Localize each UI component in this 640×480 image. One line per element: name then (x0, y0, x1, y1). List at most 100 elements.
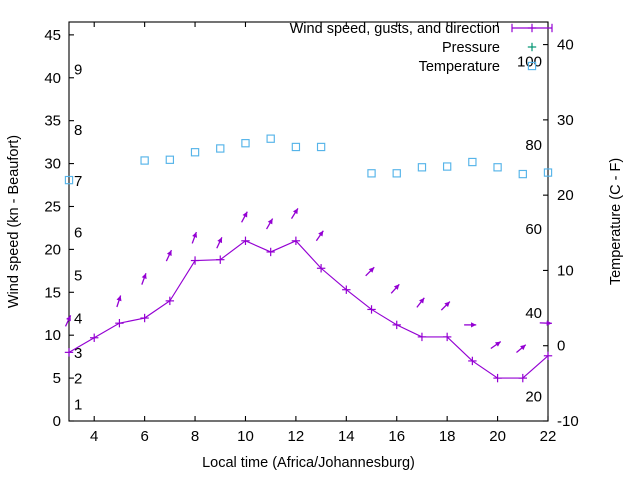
beaufort-label: 7 (74, 173, 82, 190)
y2-tick-label: -10 (557, 413, 579, 430)
fahrenheit-label: 40 (525, 305, 542, 322)
arrow-head (318, 230, 324, 237)
arrow-head (116, 295, 122, 302)
temperature-point (543, 168, 553, 177)
temperature-point (417, 163, 427, 172)
temperature-point (190, 148, 200, 157)
fahrenheit-label: 20 (525, 389, 542, 406)
y2-axis-title: Temperature (C - F) (608, 158, 624, 285)
beaufort-label: 8 (74, 122, 82, 139)
wind-direction-arrow (241, 211, 248, 223)
temperature-point (367, 169, 376, 178)
temperature-point (140, 156, 149, 165)
temperature-point (216, 144, 225, 153)
beaufort-label: 4 (74, 311, 82, 328)
wind-speed-point (493, 373, 502, 383)
x-tick-label: 20 (489, 428, 506, 445)
plot-frame (68, 21, 549, 422)
x-tick-label: 6 (140, 428, 148, 445)
legend-plus (527, 42, 537, 52)
wind-direction-arrow (390, 283, 400, 294)
beaufort-label: 9 (74, 62, 82, 79)
arrow-head (242, 211, 248, 218)
legend-plus (527, 23, 537, 33)
arrow-head (419, 297, 425, 304)
y2-tick-label: 0 (557, 338, 565, 355)
y-tick-label: 15 (44, 284, 61, 301)
y2-tick-label: 20 (557, 187, 574, 204)
arrow-head (66, 315, 71, 322)
wind-direction-arrow (516, 344, 527, 354)
beaufort-label: 1 (74, 396, 82, 413)
wind-speed-line (68, 240, 549, 379)
wind-speed-point (468, 356, 477, 366)
wind-speed-point (342, 285, 351, 294)
temperature-point (316, 142, 326, 152)
wind-direction-arrow (440, 301, 451, 311)
legend-item[interactable]: Temperature (419, 59, 537, 75)
wind-direction-arrow (315, 230, 324, 242)
y-tick-label: 25 (44, 198, 61, 215)
wind-speed-point (316, 264, 326, 273)
y-tick-label: 45 (44, 27, 61, 44)
legend-square (527, 61, 537, 71)
wind-speed-point (90, 333, 99, 342)
wind-speed-point (140, 313, 149, 323)
arrow-head (192, 232, 198, 238)
y-tick-label: 35 (44, 113, 61, 130)
wind-speed-point (442, 332, 452, 342)
wind-speed-point (543, 351, 553, 360)
y-tick-label: 10 (44, 327, 61, 344)
temperature-point (442, 162, 452, 171)
wind-direction-arrow (416, 297, 425, 308)
legend-item[interactable]: Pressure (442, 40, 537, 56)
arrow-head (520, 344, 526, 351)
wind-direction-arrow (365, 266, 375, 277)
wind-direction-arrow (116, 295, 122, 308)
wind-direction-arrow (464, 322, 477, 328)
y-axis-title: Wind speed (kn - Beaufort) (6, 135, 22, 308)
x-tick-label: 14 (338, 428, 355, 445)
wind-direction-arrow (64, 315, 72, 327)
wind-direction-arrow (490, 341, 502, 350)
fahrenheit-label: 80 (525, 137, 542, 154)
legend-label: Temperature (419, 59, 500, 75)
beaufort-label: 3 (74, 345, 82, 362)
y2-tick-label: 30 (557, 112, 574, 129)
arrow-head (166, 250, 172, 256)
wind-direction-arrow (265, 218, 274, 230)
y-tick-label: 0 (53, 413, 61, 430)
x-tick-label: 22 (540, 428, 557, 445)
y2-tick-label: 10 (557, 262, 574, 279)
beaufort-label: 6 (74, 225, 82, 242)
wind-speed-point (367, 305, 376, 314)
y-tick-label: 5 (53, 370, 61, 387)
wind-direction-arrow (191, 231, 198, 244)
wind-speed-point (190, 256, 200, 265)
wind-speed-point (266, 247, 275, 257)
x-tick-label: 16 (388, 428, 405, 445)
arrow-head (267, 218, 273, 225)
arrow-head (471, 322, 477, 328)
x-tick-label: 4 (90, 428, 98, 445)
arrow-head (368, 267, 375, 273)
wind-direction-arrow (216, 237, 223, 249)
arrow-head (393, 284, 400, 290)
wind-speed-point (417, 332, 427, 342)
wind-speed-point (64, 348, 74, 357)
y2-tick-label: 40 (557, 37, 574, 54)
wind-speed-point (291, 236, 301, 246)
temperature-point (241, 139, 250, 148)
legend-label: Pressure (442, 40, 500, 56)
arrow-head (546, 320, 552, 326)
wind-direction-arrow (290, 208, 299, 219)
fahrenheit-label: 60 (525, 221, 542, 238)
x-axis-title: Local time (Africa/Johannesburg) (202, 455, 415, 471)
beaufort-label: 2 (74, 371, 82, 388)
legend-item[interactable]: Wind speed, gusts, and direction (290, 21, 553, 37)
x-tick-label: 12 (288, 428, 305, 445)
temperature-point (493, 163, 502, 172)
x-tick-label: 8 (191, 428, 199, 445)
